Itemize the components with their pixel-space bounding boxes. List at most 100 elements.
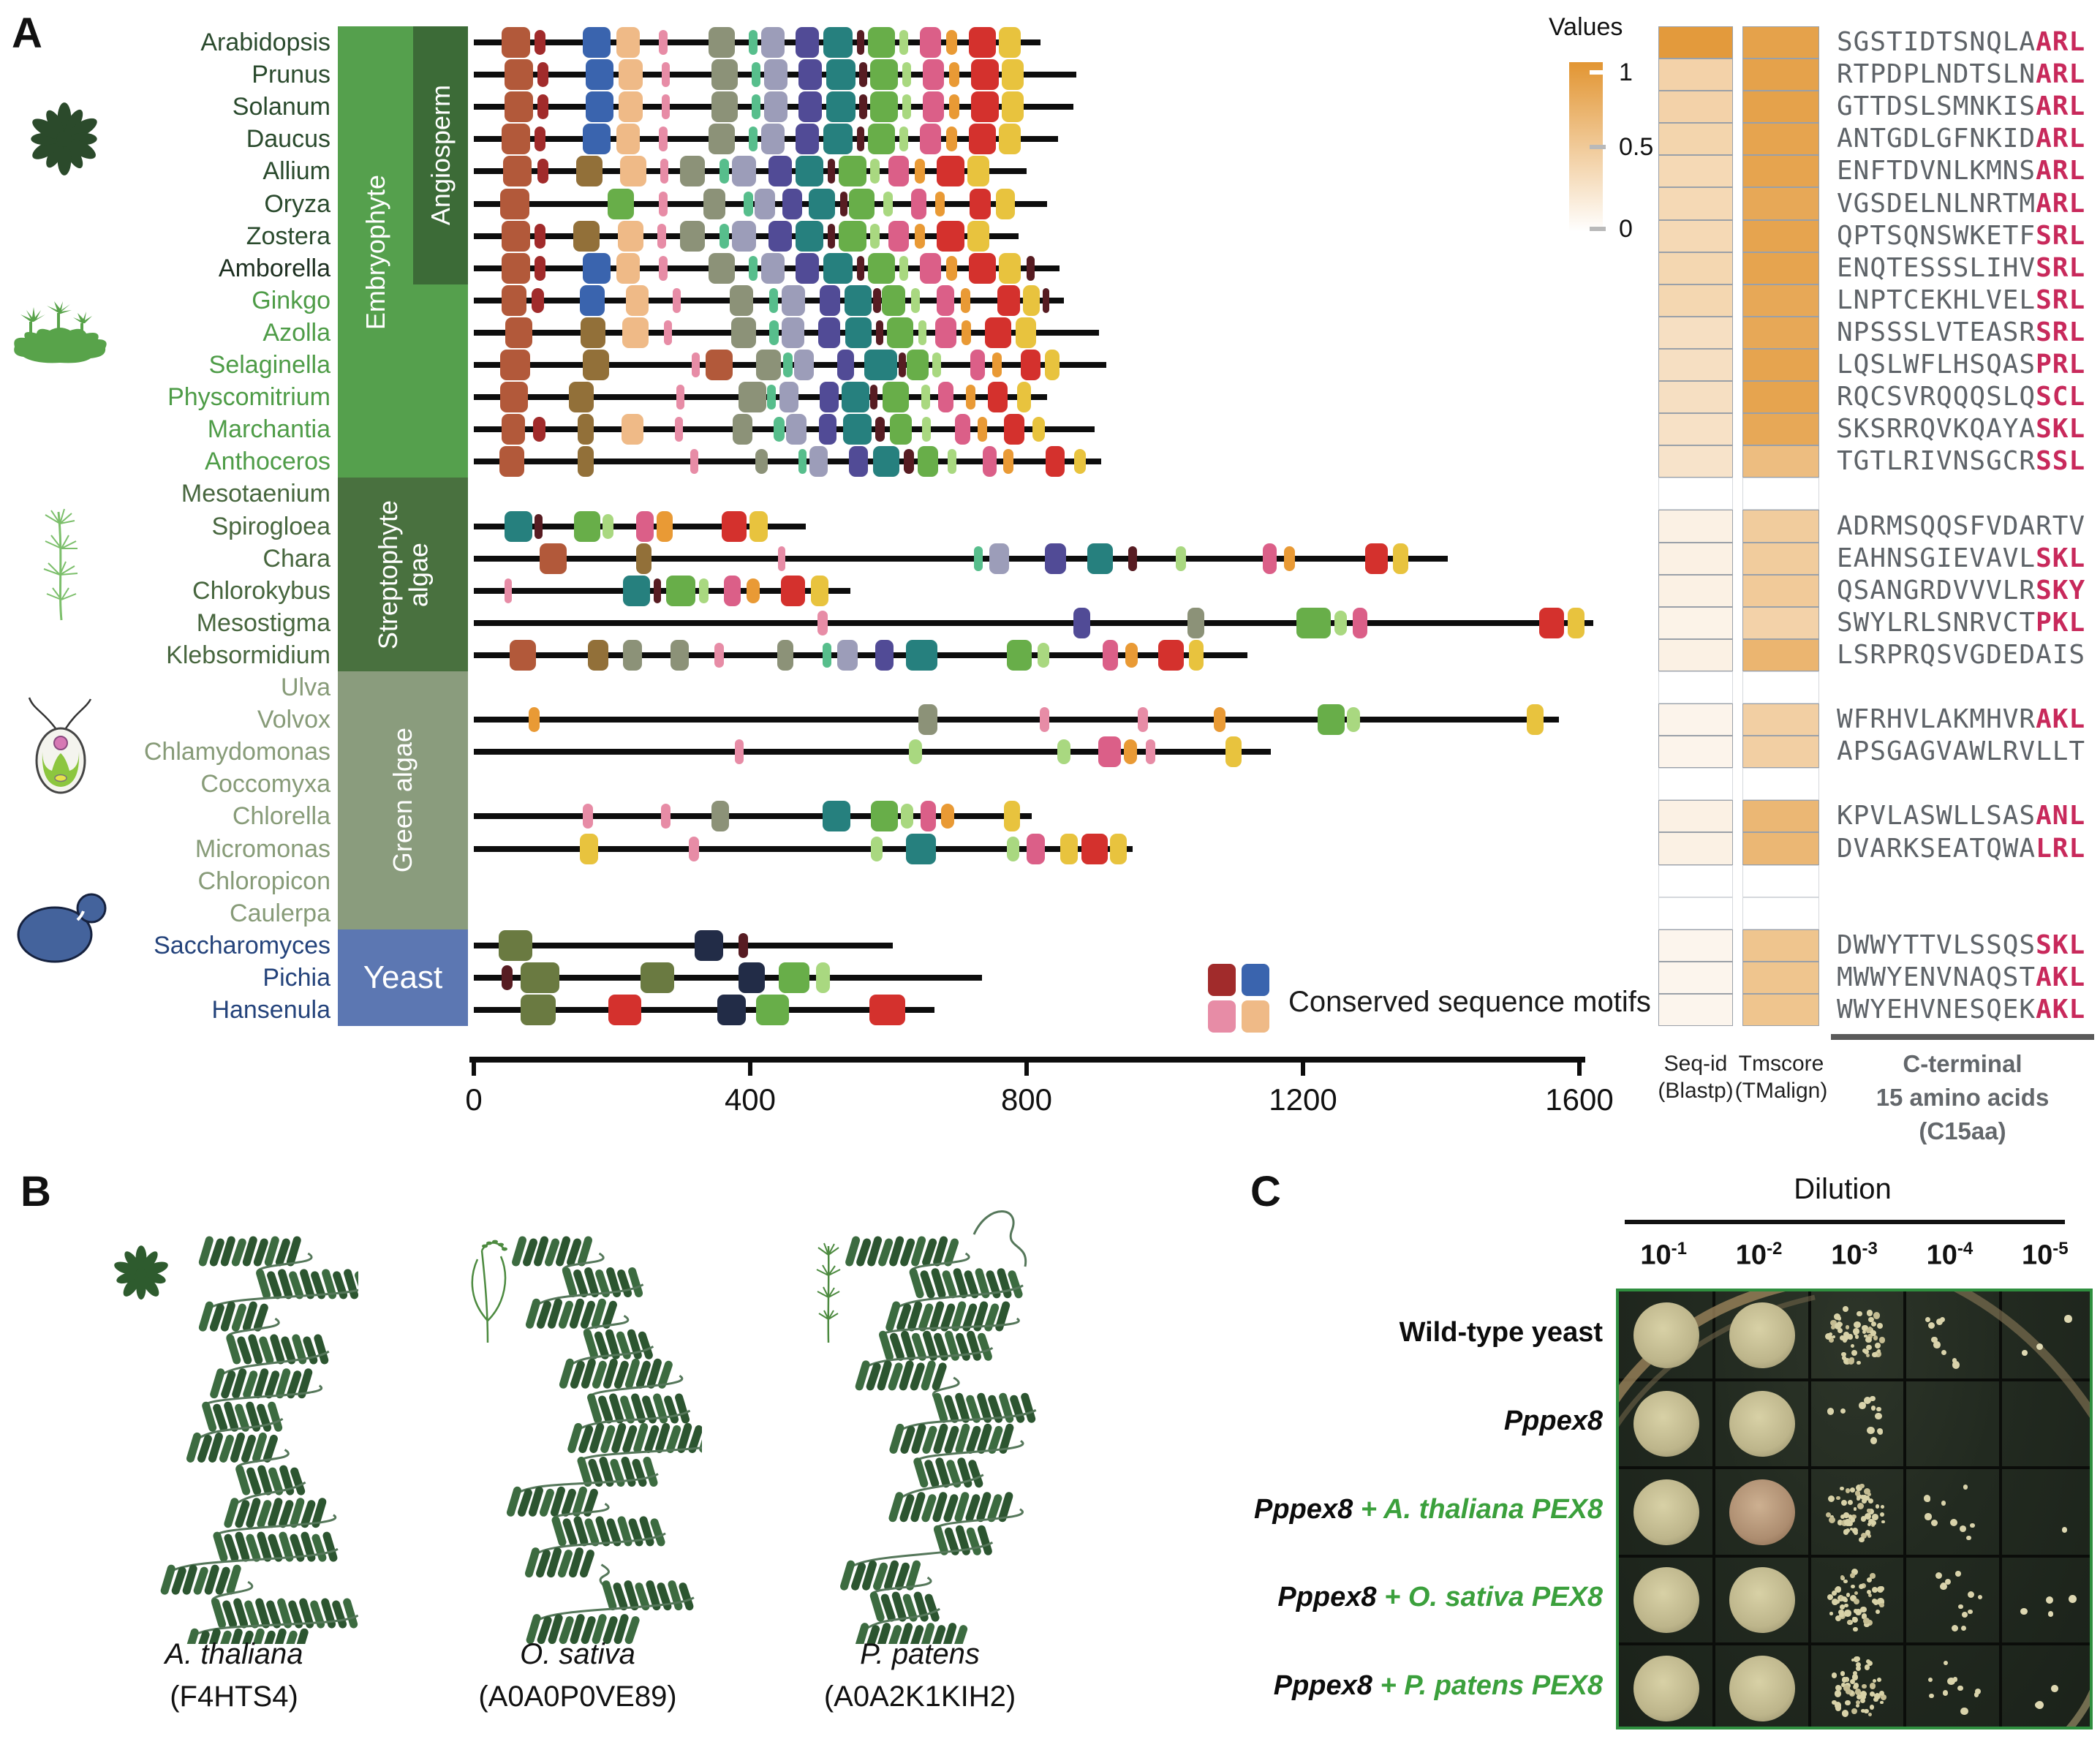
motif-pink xyxy=(691,352,700,377)
motif-brown xyxy=(569,382,594,413)
motif-seagreen xyxy=(823,642,831,668)
colony-dot xyxy=(1848,1690,1854,1695)
motif-yellow xyxy=(1015,317,1037,348)
motif-yellow xyxy=(1001,91,1024,123)
plate-grid-v xyxy=(1903,1291,1907,1727)
species-label-saccharomyces: Saccharomyces xyxy=(154,931,331,959)
seq-targeting-signal: SRL xyxy=(2036,220,2086,251)
motif-lightgreen xyxy=(901,804,913,829)
colony-dot xyxy=(1841,1677,1848,1683)
cterm-sequence: LNPTCEKHLVELSRL xyxy=(1837,284,2085,317)
protein-ribbon-structure-0 xyxy=(160,1236,358,1644)
motif-pink xyxy=(659,127,668,152)
group-bar-yeast xyxy=(338,929,468,1027)
assay-label-complement: + A. thaliana PEX8 xyxy=(1360,1493,1603,1525)
seq-plain: SGSTIDTSNQLA xyxy=(1837,27,2036,57)
motif-seagreen xyxy=(974,546,983,571)
assay-row-label-4: Pppex8 + P. patens PEX8 xyxy=(1237,1669,1603,1702)
heatmap-cell xyxy=(1658,929,1733,962)
motif-teal xyxy=(841,382,869,413)
colony-dot xyxy=(1880,1600,1884,1604)
motif-red xyxy=(1021,350,1040,380)
dilution-header-0: 10-1 xyxy=(1612,1239,1715,1272)
species-label-zostera: Zostera xyxy=(246,222,331,250)
yeast-lawn-spot xyxy=(1633,1302,1700,1369)
colony-dot xyxy=(1875,1504,1880,1509)
heatmap-cell xyxy=(1742,832,1819,865)
group-bar-green-algae xyxy=(338,671,468,929)
colony-dot xyxy=(1867,1620,1873,1626)
colony-dot xyxy=(1860,1697,1866,1703)
colony-dot xyxy=(1851,1616,1858,1623)
seq-plain: RTPDPLNDTSLN xyxy=(1837,59,2036,90)
motif-purple xyxy=(849,446,868,478)
protein-backbone-line xyxy=(474,717,1559,723)
colony-dot xyxy=(1867,1333,1873,1339)
colony-dot xyxy=(1874,1351,1881,1358)
motif-slate xyxy=(837,639,858,671)
motif-red xyxy=(971,59,1000,91)
motif-darkred xyxy=(537,62,549,88)
motif-rust xyxy=(501,414,525,445)
protein-backbone-line xyxy=(474,587,851,594)
seq-targeting-signal: ARL xyxy=(2036,156,2086,186)
motif-darkred xyxy=(535,127,546,152)
group-label-0: Embryophyte xyxy=(338,26,413,478)
motif-olivegray xyxy=(623,639,642,671)
motif-olivegray xyxy=(729,284,753,316)
colony-dot xyxy=(1853,1327,1860,1335)
colony-dot xyxy=(2036,1343,2044,1351)
motif-red xyxy=(1003,414,1025,445)
motif-yellow xyxy=(1032,417,1045,442)
colony-dot xyxy=(1952,1357,1957,1363)
heatmap-cell xyxy=(1742,897,1819,929)
colony-dot xyxy=(1873,1679,1877,1683)
cterm-sequence: SGSTIDTSNQLAARL xyxy=(1837,26,2085,59)
colony-dot xyxy=(1874,1692,1881,1700)
panel-a-label: A xyxy=(12,10,42,57)
motif-rose xyxy=(935,317,956,348)
dilution-base: 10 xyxy=(2021,1240,2053,1271)
colony-dot xyxy=(1965,1535,1971,1541)
colony-dot xyxy=(1868,1316,1874,1323)
colony-dot xyxy=(1961,1626,1967,1632)
heatmap-cell xyxy=(1658,606,1733,639)
colony-dot xyxy=(1870,1330,1877,1336)
colony-dot xyxy=(1958,1604,1964,1610)
seq-targeting-signal: SRL xyxy=(2036,317,2086,347)
seq-plain: NPSSSLVTEASR xyxy=(1837,317,2036,347)
colony-dot xyxy=(1925,1316,1931,1323)
motif-slate xyxy=(782,284,805,316)
heatmap-cell xyxy=(1742,574,1819,607)
motif-teal xyxy=(504,510,533,542)
heatmap-cell xyxy=(1658,671,1733,704)
heatmap-cell xyxy=(1658,252,1733,284)
assay-label-complement: + P. patens PEX8 xyxy=(1380,1670,1603,1701)
motif-yellow xyxy=(579,833,599,864)
motif-maroon xyxy=(653,578,662,603)
motif-seagreen xyxy=(749,127,758,152)
heatmap-cell xyxy=(1742,445,1819,478)
colony-dot xyxy=(1963,1485,1968,1490)
colony-dot xyxy=(1866,1344,1872,1351)
colony-dot xyxy=(1931,1336,1938,1343)
structure1-name: A. thaliana xyxy=(165,1638,303,1670)
species-label-solanum: Solanum xyxy=(232,93,331,121)
cterm-sequence: SWYLRLSNRVCTPKL xyxy=(1837,607,2085,639)
motif-teal xyxy=(1087,543,1114,574)
motif-maroon xyxy=(1027,255,1035,281)
motif-darkred xyxy=(537,159,549,184)
species-label-caulerpa: Caulerpa xyxy=(230,899,331,927)
colony-dot xyxy=(1850,1573,1855,1578)
seq-targeting-signal: SKL xyxy=(2036,414,2086,445)
motif-rose xyxy=(888,156,910,187)
motif-olivegray xyxy=(671,639,689,671)
tmscore-header-line2: (TMalign) xyxy=(1734,1079,1828,1103)
colony-dot xyxy=(1957,1685,1963,1691)
motif-rose xyxy=(920,27,941,58)
colony-dot xyxy=(1846,1593,1851,1597)
colony-dot xyxy=(1836,1321,1843,1327)
species-label-micromonas: Micromonas xyxy=(194,834,331,863)
colony-dot xyxy=(1881,1505,1884,1509)
values-tick-05 xyxy=(1590,145,1606,149)
